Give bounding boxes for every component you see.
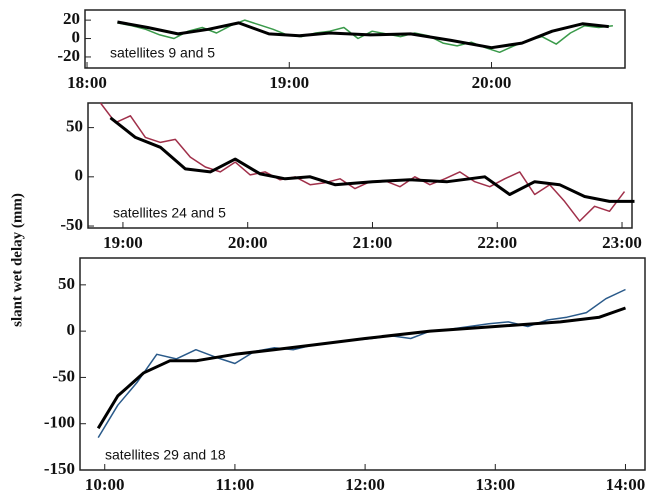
series-line: [109, 116, 635, 203]
y-tick-label: -50: [52, 366, 75, 385]
annotation: satellites 24 and 5: [113, 205, 226, 221]
annotation: satellites 29 and 18: [105, 447, 226, 463]
y-tick-label: -150: [44, 459, 75, 478]
x-tick-label: 19:00: [269, 73, 309, 92]
x-tick-label: 21:00: [353, 233, 393, 252]
x-tick-label: 19:00: [103, 233, 143, 252]
plot-frame: [87, 102, 633, 229]
y-tick-label: 0: [75, 166, 84, 185]
y-tick-label: -50: [60, 215, 83, 234]
series-line: [99, 102, 626, 222]
plot-frame: [79, 257, 646, 471]
x-tick-label: 22:00: [477, 233, 517, 252]
x-tick-label: 18:00: [67, 73, 107, 92]
y-tick-label: 0: [72, 27, 81, 46]
x-tick-label: 23:00: [602, 233, 642, 252]
series-line: [97, 288, 626, 438]
y-tick-label: -20: [57, 46, 80, 65]
x-tick-label: 14:00: [606, 475, 646, 494]
series-line: [96, 306, 626, 430]
y-tick-label: 20: [63, 9, 80, 28]
y-tick-label: -100: [44, 413, 75, 432]
x-tick-label: 13:00: [475, 475, 515, 494]
x-tick-label: 12:00: [345, 475, 385, 494]
y-tick-label: 50: [66, 117, 83, 136]
series-line: [117, 20, 609, 50]
y-tick-label: 50: [58, 274, 75, 293]
x-tick-label: 11:00: [216, 475, 255, 494]
y-axis-label: slant wet delay (mm): [9, 193, 25, 327]
annotation: satellites 9 and 5: [110, 45, 215, 61]
x-tick-label: 20:00: [472, 73, 512, 92]
x-tick-label: 10:00: [85, 475, 125, 494]
x-tick-label: 20:00: [228, 233, 268, 252]
y-tick-label: 0: [67, 320, 76, 339]
